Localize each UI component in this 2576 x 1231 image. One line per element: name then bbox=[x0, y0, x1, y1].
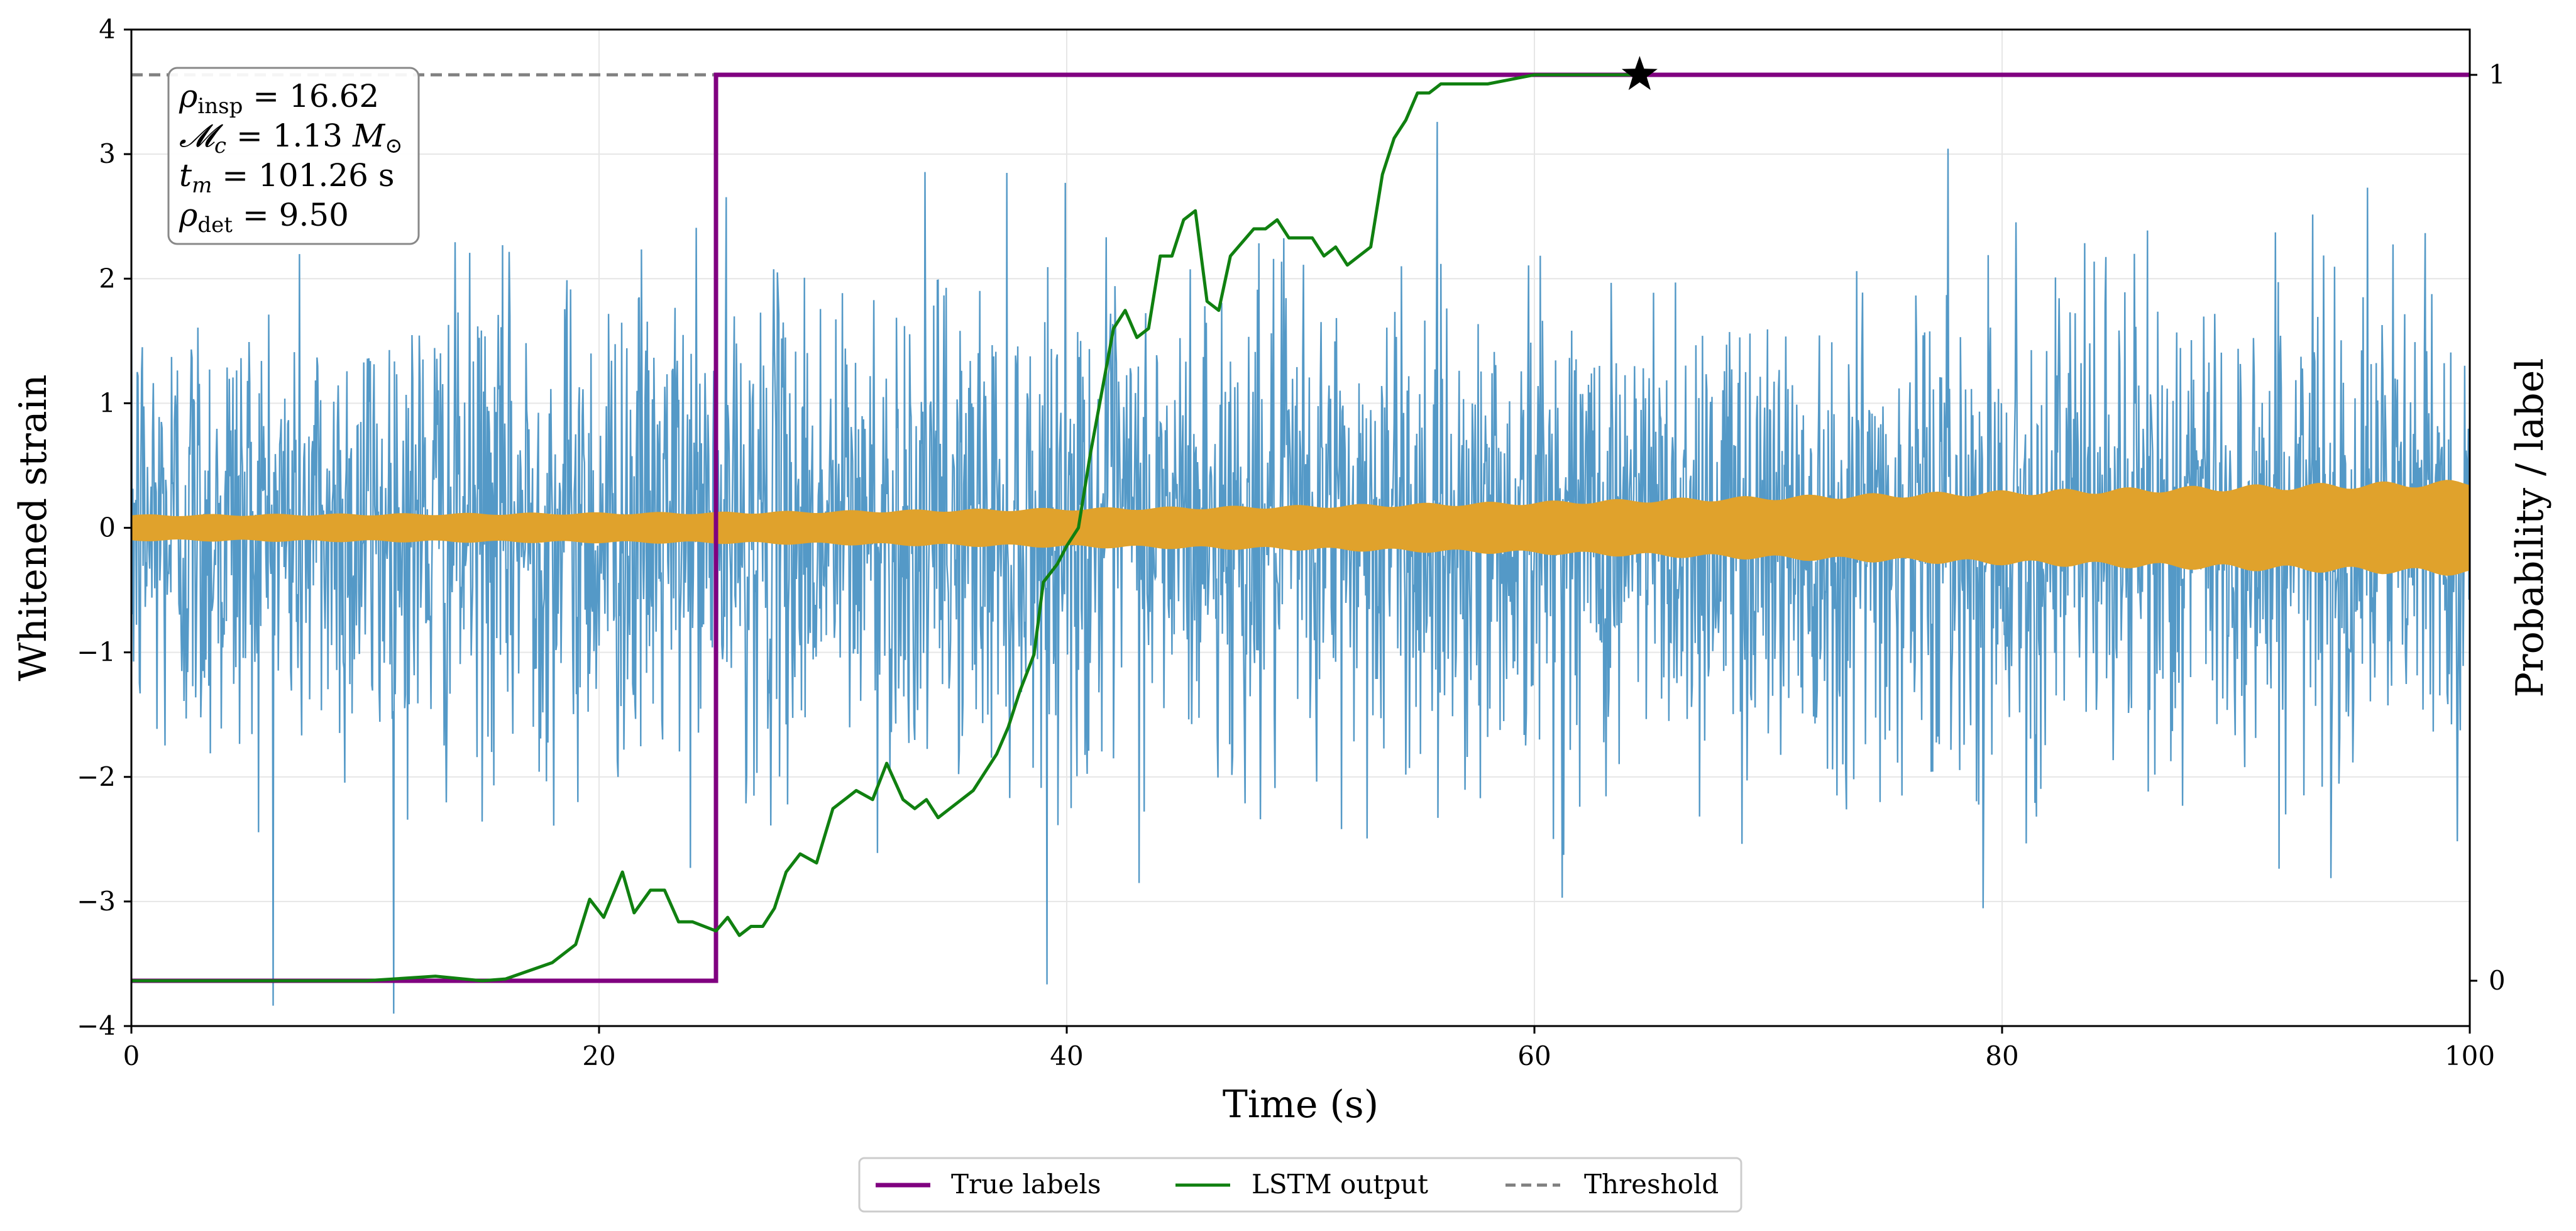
x-tick-label: 0 bbox=[123, 1041, 140, 1071]
y-tick-label: 0 bbox=[99, 512, 116, 543]
y2-tick-label: 1 bbox=[2489, 59, 2506, 90]
legend-label-true-labels: True labels bbox=[951, 1169, 1101, 1200]
y-tick-label: −2 bbox=[77, 761, 116, 792]
y-tick-label: 1 bbox=[99, 387, 116, 418]
y-tick-label: −1 bbox=[77, 637, 116, 668]
signal-series bbox=[131, 480, 2470, 576]
x-tick-label: 60 bbox=[1517, 1041, 1551, 1071]
y-tick-label: −3 bbox=[77, 886, 116, 917]
y-tick-label: 3 bbox=[99, 138, 116, 169]
annotation-line-rho-det: ρdet = 9.50 bbox=[179, 197, 349, 238]
x-tick-label: 100 bbox=[2445, 1041, 2495, 1071]
annotation-line-rho-insp: ρinsp = 16.62 bbox=[179, 78, 379, 119]
y-tick-label: −4 bbox=[77, 1010, 116, 1041]
x-tick-label: 20 bbox=[582, 1041, 615, 1071]
y-axis-label: Whitened strain bbox=[11, 375, 55, 682]
legend-label-lstm-output: LSTM output bbox=[1252, 1169, 1428, 1200]
annotation-box: ρinsp = 16.62 𝓜c = 1.13 M⊙ tm = 101.26 s… bbox=[167, 67, 420, 245]
annotation-line-tm: tm = 101.26 s bbox=[179, 157, 395, 198]
x-tick-label: 40 bbox=[1050, 1041, 1083, 1071]
strain-series bbox=[131, 121, 2470, 1014]
y-tick-label: 4 bbox=[99, 14, 116, 45]
y2-axis-label: Probability / label bbox=[2508, 358, 2552, 698]
strain-trace bbox=[131, 121, 2470, 1014]
probability-series bbox=[131, 56, 2470, 983]
x-axis-label: Time (s) bbox=[1223, 1083, 1379, 1127]
y2-tick-label: 0 bbox=[2489, 965, 2506, 996]
y-tick-label: 2 bbox=[99, 263, 116, 294]
legend-frame bbox=[858, 1157, 1742, 1213]
legend-label-threshold: Threshold bbox=[1584, 1169, 1719, 1200]
legend: True labels LSTM output Threshold bbox=[858, 1157, 1742, 1213]
lstm-output-line bbox=[131, 73, 1640, 983]
x-tick-label: 80 bbox=[1985, 1041, 2018, 1071]
detection-star-marker bbox=[1621, 56, 1658, 91]
signal-band bbox=[131, 480, 2470, 576]
annotation-line-chirp-mass: 𝓜c = 1.13 M⊙ bbox=[179, 118, 403, 158]
